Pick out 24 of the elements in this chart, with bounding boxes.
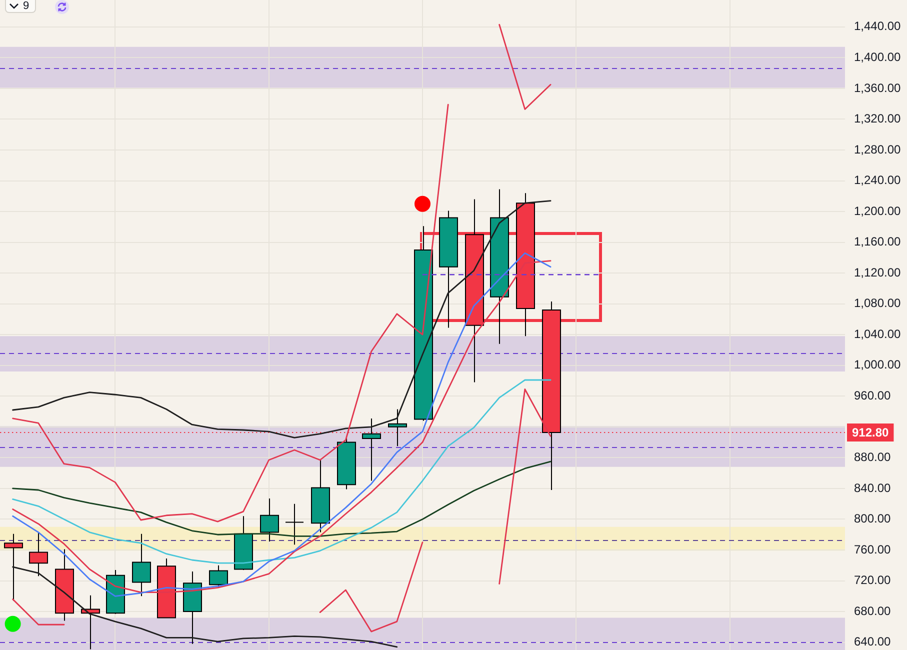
candlestick [285, 503, 304, 546]
y-tick-label: 680.00 [854, 604, 892, 618]
annotation: 9 [23, 0, 30, 12]
y-tick-label: 1,360.00 [854, 80, 902, 95]
candlestick [132, 533, 151, 597]
ref-line-label: 912.80 [852, 425, 890, 440]
y-tick-label: 880.00 [854, 450, 892, 464]
y-tick-label: 840.00 [854, 480, 892, 495]
y-tick-label: 1,000.00 [854, 358, 902, 372]
y-tick-label: 1,440.00 [854, 19, 902, 34]
y-tick-label: 640.00 [854, 634, 892, 649]
y-tick-label: 1,320.00 [854, 112, 902, 126]
y-tick-label: 1,160.00 [854, 234, 902, 249]
y-tick-label: 960.00 [854, 388, 892, 402]
y-tick-label: 1,400.00 [854, 50, 902, 64]
y-tick-label: 800.00 [854, 512, 892, 526]
y-tick-label: 1,240.00 [854, 173, 902, 188]
y-tick-label: 1,280.00 [854, 142, 902, 156]
y-tick-label: 1,080.00 [854, 296, 902, 310]
y-tick-label: 1,040.00 [854, 326, 902, 341]
y-tick-label: 1,200.00 [854, 204, 902, 218]
y-tick-label: 1,120.00 [854, 265, 902, 280]
y-tick-label: 760.00 [854, 542, 892, 556]
y-tick-label: 720.00 [854, 573, 892, 588]
